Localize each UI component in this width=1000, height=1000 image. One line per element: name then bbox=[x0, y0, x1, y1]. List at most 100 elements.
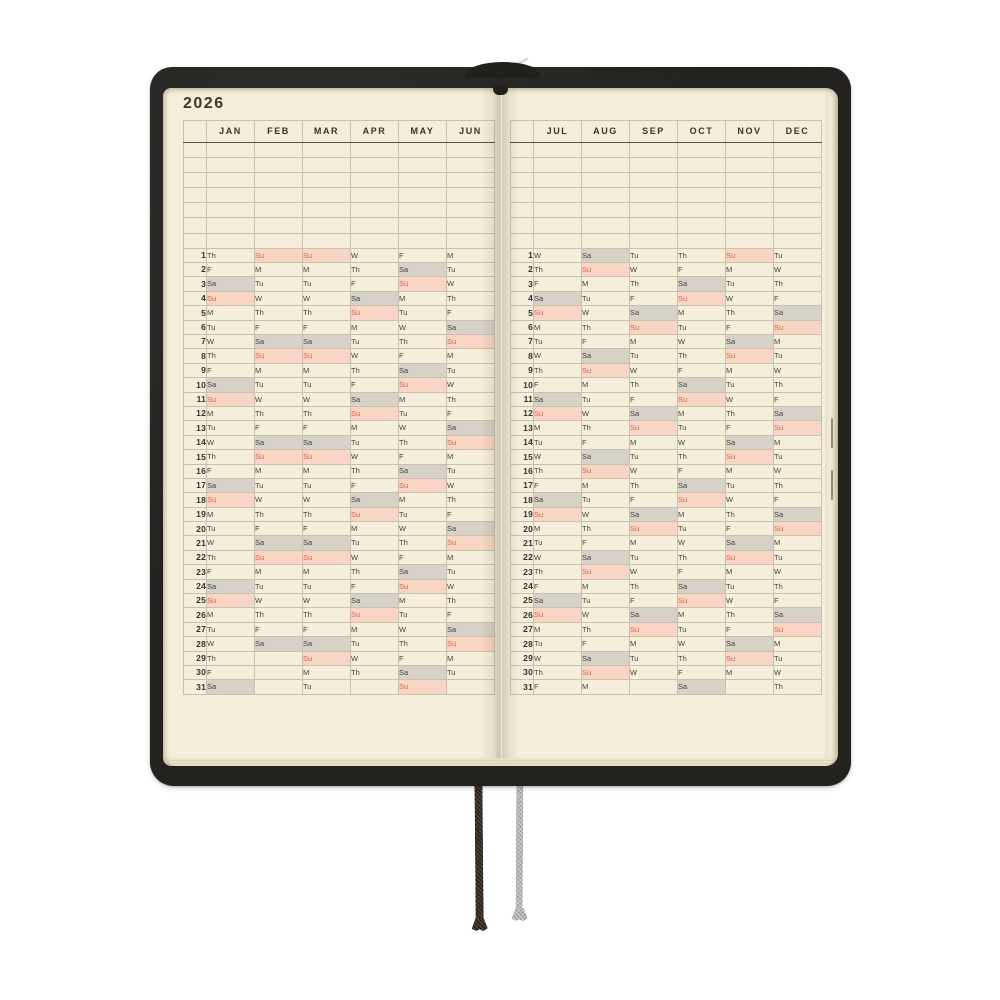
weekday-cell: Su bbox=[206, 492, 255, 508]
weekday-cell: F bbox=[350, 276, 399, 292]
weekday-cell: M bbox=[677, 506, 726, 523]
day-number: 7 bbox=[183, 333, 207, 350]
weekday-cell: W bbox=[725, 593, 774, 609]
day-number: 28 bbox=[183, 636, 207, 652]
weekday-cell: Tu bbox=[725, 477, 774, 494]
weekday-cell: Sa bbox=[629, 607, 678, 623]
weekday-cell: Su bbox=[773, 621, 822, 638]
weekday-cell: M bbox=[629, 434, 678, 451]
weekday-cell: Su bbox=[629, 319, 678, 336]
weekday-cell: W bbox=[398, 420, 447, 436]
day-row: 3 Sa Tu Tu F Su W bbox=[183, 276, 495, 292]
weekday-cell: F bbox=[533, 578, 582, 595]
day-number: 29 bbox=[183, 650, 207, 666]
weekday-cell: F bbox=[629, 492, 678, 508]
day-number: 16 bbox=[183, 463, 207, 479]
weekday-cell: Tu bbox=[677, 521, 726, 537]
weekday-cell: M bbox=[350, 621, 399, 638]
weekday-cell: Sa bbox=[302, 535, 351, 551]
weekday-cell: Sa bbox=[302, 434, 351, 451]
weekday-cell: Sa bbox=[533, 391, 582, 407]
weekday-cell: Su bbox=[725, 549, 774, 566]
weekday-cell: Th bbox=[533, 362, 582, 379]
weekday-cell: M bbox=[629, 333, 678, 350]
calendar-table-jul-dec: JUL AUG SEP OCT NOV DEC 1 W Sa Tu Th Su Tu 2 Th Su W F M W 3… bbox=[510, 120, 822, 695]
weekday-cell: F bbox=[581, 333, 630, 350]
weekday-cell: Tu bbox=[254, 276, 303, 292]
weekday-cell: Su bbox=[398, 276, 447, 292]
weekday-cell: Tu bbox=[254, 477, 303, 494]
day-number: 26 bbox=[183, 607, 207, 623]
day-row: 29 W Sa Tu Th Su Tu bbox=[510, 650, 822, 666]
weekday-cell: Tu bbox=[581, 593, 630, 609]
weekday-cell: W bbox=[254, 290, 303, 307]
weekday-cell: F bbox=[254, 319, 303, 336]
weekday-cell: M bbox=[254, 262, 303, 278]
weekday-cell: F bbox=[533, 477, 582, 494]
weekday-cell: Sa bbox=[533, 290, 582, 307]
weekday-cell: Th bbox=[581, 621, 630, 638]
weekday-cell: W bbox=[398, 319, 447, 336]
weekday-cell: Th bbox=[773, 578, 822, 595]
weekday-cell: M bbox=[725, 664, 774, 681]
weekday-cell: Su bbox=[302, 650, 351, 666]
weekday-cell bbox=[254, 650, 303, 666]
weekday-cell: W bbox=[629, 664, 678, 681]
weekday-cell: W bbox=[254, 391, 303, 407]
weekday-cell: Sa bbox=[206, 477, 255, 494]
weekday-cell: Su bbox=[773, 420, 822, 436]
weekday-cell: Th bbox=[677, 650, 726, 666]
day-row: 29 Th Su W F M bbox=[183, 650, 495, 666]
day-row: 21 Tu F M W Sa M bbox=[510, 535, 822, 551]
weekday-cell: Su bbox=[533, 305, 582, 321]
notes-row bbox=[510, 187, 822, 204]
month-header: JAN bbox=[206, 120, 255, 143]
weekday-cell: Sa bbox=[398, 463, 447, 479]
weekday-cell: Tu bbox=[533, 434, 582, 451]
weekday-cell: Th bbox=[677, 348, 726, 364]
weekday-cell: Su bbox=[677, 593, 726, 609]
weekday-cell: Su bbox=[773, 521, 822, 537]
day-number: 17 bbox=[183, 477, 207, 494]
weekday-cell: Su bbox=[725, 449, 774, 465]
month-header: DEC bbox=[773, 120, 822, 143]
weekday-cell: Tu bbox=[773, 348, 822, 364]
day-row: 28 Tu F M W Sa M bbox=[510, 636, 822, 652]
weekday-cell: F bbox=[629, 290, 678, 307]
weekday-cell: W bbox=[725, 290, 774, 307]
weekday-cell: Th bbox=[533, 664, 582, 681]
weekday-cell: Th bbox=[773, 276, 822, 292]
weekday-cell: F bbox=[302, 521, 351, 537]
day-row: 30 F M Th Sa Tu bbox=[183, 664, 495, 681]
weekday-cell: F bbox=[677, 664, 726, 681]
notes-row bbox=[510, 172, 822, 189]
page-edge-slit bbox=[831, 418, 833, 448]
weekday-cell: Tu bbox=[677, 319, 726, 336]
weekday-cell: Sa bbox=[398, 564, 447, 580]
day-row: 4 Sa Tu F Su W F bbox=[510, 290, 822, 307]
day-row: 7 Tu F M W Sa M bbox=[510, 333, 822, 350]
weekday-cell: Sa bbox=[581, 348, 630, 364]
weekday-cell: Su bbox=[206, 593, 255, 609]
weekday-cell: M bbox=[677, 305, 726, 321]
day-number: 21 bbox=[183, 535, 207, 551]
weekday-cell bbox=[350, 679, 399, 695]
weekday-cell: Tu bbox=[533, 636, 582, 652]
weekday-cell: Th bbox=[533, 564, 582, 580]
weekday-cell: Tu bbox=[206, 319, 255, 336]
weekday-cell: Su bbox=[446, 535, 495, 551]
day-row: 10 F M Th Sa Tu Th bbox=[510, 377, 822, 393]
month-header: JUL bbox=[533, 120, 582, 143]
day-number: 12 bbox=[183, 405, 207, 422]
weekday-cell: Th bbox=[302, 305, 351, 321]
weekday-cell: Su bbox=[581, 463, 630, 479]
weekday-cell: F bbox=[446, 405, 495, 422]
weekday-cell: Sa bbox=[677, 377, 726, 393]
weekday-cell: Tu bbox=[254, 377, 303, 393]
weekday-cell: W bbox=[677, 333, 726, 350]
weekday-cell bbox=[725, 679, 774, 695]
weekday-cell: Su bbox=[398, 377, 447, 393]
weekday-cell: M bbox=[773, 535, 822, 551]
weekday-cell: Su bbox=[350, 405, 399, 422]
